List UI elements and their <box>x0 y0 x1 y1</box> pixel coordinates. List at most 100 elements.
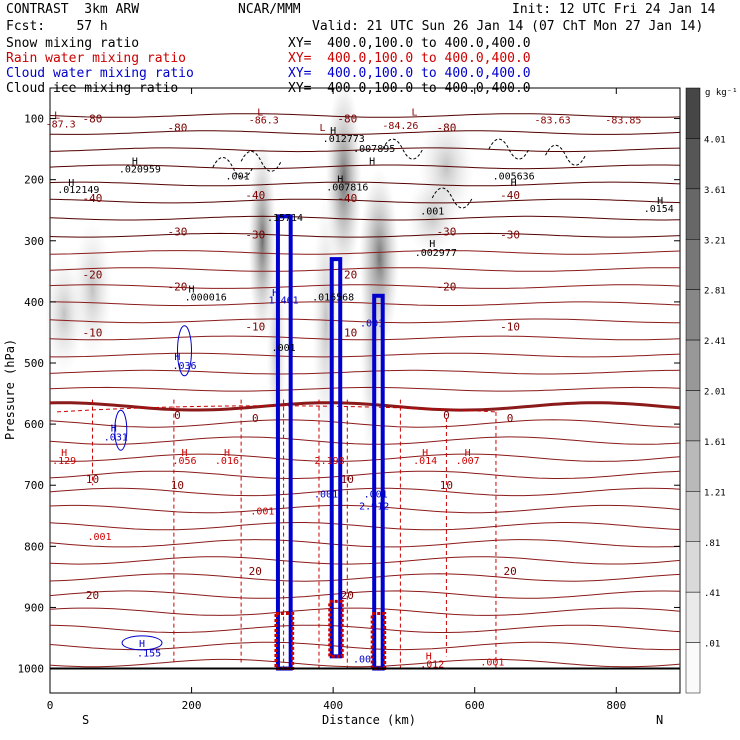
point-label: H <box>330 126 336 137</box>
point-label: .020959 <box>119 164 161 175</box>
point-label: L <box>412 108 418 119</box>
y-axis-label: Pressure (hPa) <box>3 339 17 440</box>
x-tick-label: 400 <box>323 699 343 712</box>
point-label: H <box>61 448 67 459</box>
colorbar-level: .81 <box>704 539 720 549</box>
isotherm <box>49 539 681 548</box>
point-label: .056 <box>172 456 196 467</box>
point-label: .036 <box>172 361 196 372</box>
colorbar-swatch <box>685 138 701 190</box>
point-label: .001 <box>353 654 377 665</box>
point-label: H <box>337 175 343 186</box>
isotherm-label: -30 <box>245 229 265 242</box>
point-label: .007895 <box>353 144 395 155</box>
cloud-contour <box>121 635 163 651</box>
colorbar-level: 3.21 <box>704 236 726 246</box>
x-tick-label: 800 <box>606 699 626 712</box>
isotherm <box>49 556 681 565</box>
isotherm <box>50 301 681 307</box>
point-label: H <box>224 448 230 459</box>
colorbar-swatch <box>685 642 701 694</box>
colorbar-level: 4.01 <box>704 135 726 145</box>
isotherm <box>49 522 681 531</box>
x-tick-label: 0 <box>47 699 54 712</box>
point-label: .000016 <box>185 293 227 304</box>
point-label: .012 <box>420 659 444 670</box>
isotherm <box>49 624 681 633</box>
field-snow: Snow mixing ratio <box>6 36 140 51</box>
isotherm <box>49 658 681 668</box>
point-label: .031 <box>104 433 128 444</box>
snow-plume <box>406 176 459 257</box>
isotherm <box>49 487 681 497</box>
y-tick-label: 1000 <box>18 663 45 676</box>
colorbar-level: 1.61 <box>704 438 726 448</box>
field-cloud-water: Cloud water mixing ratio <box>6 66 194 81</box>
isotherm-label: 10 <box>171 479 184 492</box>
isotherm-label: -30 <box>500 229 520 242</box>
isotherm-label: -20 <box>436 281 456 294</box>
point-label: 2.198 <box>315 456 345 467</box>
isotherm <box>49 130 681 135</box>
colorbar-swatch <box>685 239 701 290</box>
axis-end-south: S <box>82 713 89 727</box>
y-tick-label: 300 <box>24 235 44 248</box>
point-label: H <box>189 285 195 296</box>
point-label: L <box>320 123 326 134</box>
isotherm-label: 0 <box>507 412 514 425</box>
isotherm <box>49 147 681 153</box>
colorbar-swatch <box>685 390 701 442</box>
isotherm-label: -30 <box>436 226 456 239</box>
chart-title: CONTRAST 3km ARW <box>6 2 140 17</box>
point-label: .001 <box>480 658 504 669</box>
x-axis-label: Distance (km) <box>322 713 416 727</box>
point-label: .016568 <box>312 293 354 304</box>
isotherm-label: -10 <box>245 320 265 333</box>
isotherm-label: -20 <box>83 268 103 281</box>
y-tick-label: 200 <box>24 174 44 187</box>
isotherm-label: -80 <box>436 122 456 135</box>
colorbar-level: 1.21 <box>704 488 726 498</box>
xy-snow: XY= 400.0,100.0 to 400.0,400.0 <box>288 36 531 51</box>
point-label: H <box>426 651 432 662</box>
isotherm-label: -30 <box>167 226 187 239</box>
isotherm <box>49 641 681 651</box>
point-label: H <box>139 639 145 650</box>
point-label: L <box>54 111 60 122</box>
plot-frame <box>49 87 681 694</box>
point-label: H <box>111 423 117 434</box>
rain-core <box>328 599 344 658</box>
y-tick-label: 400 <box>24 296 44 309</box>
point-label: H <box>272 288 278 299</box>
isotherm <box>49 573 681 582</box>
axis-end-north: N <box>656 713 663 727</box>
y-tick-label: 600 <box>24 418 44 431</box>
xy-cloud-water: XY= 400.0,100.0 to 400.0,400.0 <box>288 66 531 81</box>
isotherm <box>49 335 681 341</box>
point-label: H <box>465 448 471 459</box>
snow-plume <box>72 219 113 360</box>
isotherm <box>49 284 681 289</box>
isotherm <box>49 113 681 118</box>
init-time: Init: 12 UTC Fri 24 Jan 14 <box>512 2 716 17</box>
colorbar-swatch <box>685 339 701 391</box>
isotherm-label: 10 <box>440 479 453 492</box>
point-label: .15714 <box>267 213 303 224</box>
isotherm <box>49 607 681 616</box>
point-label: 1.461 <box>269 296 299 307</box>
cloud-column <box>275 214 293 671</box>
isotherm <box>49 419 681 428</box>
isotherm-label: 20 <box>249 565 262 578</box>
colorbar-swatch <box>685 491 701 543</box>
isotherm <box>49 369 681 375</box>
point-label: .001 <box>250 507 274 518</box>
isotherm <box>49 470 681 479</box>
point-label: .001 <box>360 318 384 329</box>
point-label: H <box>68 178 74 189</box>
isotherms: -80 -80 -80 -80 -40 -40 -40 -40 -30 -30 -30 -30 -20 -… <box>49 113 681 668</box>
isotherm <box>49 453 681 462</box>
isotherm <box>49 436 681 445</box>
colorbar-swatch <box>685 541 701 593</box>
colorbar-level: 2.41 <box>704 337 726 347</box>
